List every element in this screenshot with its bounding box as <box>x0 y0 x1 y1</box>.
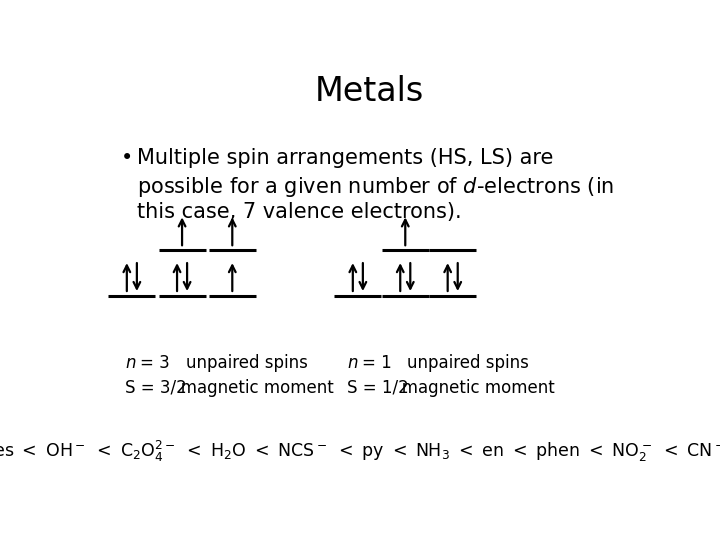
Text: Multiple spin arrangements (HS, LS) are: Multiple spin arrangements (HS, LS) are <box>138 148 554 168</box>
Text: = 3: = 3 <box>140 354 170 372</box>
Text: possible for a given number of $\it{d}$-electrons (in: possible for a given number of $\it{d}$-… <box>138 175 615 199</box>
Text: Metals: Metals <box>315 75 423 109</box>
Text: $n$: $n$ <box>347 354 358 372</box>
Text: $n$: $n$ <box>125 354 136 372</box>
Text: magnetic moment: magnetic moment <box>166 379 334 397</box>
Text: = 1: = 1 <box>362 354 392 372</box>
Text: halides $<$ OH$^-$ $<$ C$_2$O$_4^{2-}$ $<$ H$_2$O $<$ NCS$^-$ $<$ py $<$ NH$_3$ : halides $<$ OH$^-$ $<$ C$_2$O$_4^{2-}$ $… <box>0 439 720 464</box>
Text: unpaired spins: unpaired spins <box>386 354 528 372</box>
Text: this case, 7 valence electrons).: this case, 7 valence electrons). <box>138 202 462 222</box>
Text: unpaired spins: unpaired spins <box>166 354 308 372</box>
Text: S = 3/2: S = 3/2 <box>125 379 186 397</box>
Text: magnetic moment: magnetic moment <box>386 379 554 397</box>
Text: S = 1/2: S = 1/2 <box>347 379 408 397</box>
Text: •: • <box>121 148 133 168</box>
